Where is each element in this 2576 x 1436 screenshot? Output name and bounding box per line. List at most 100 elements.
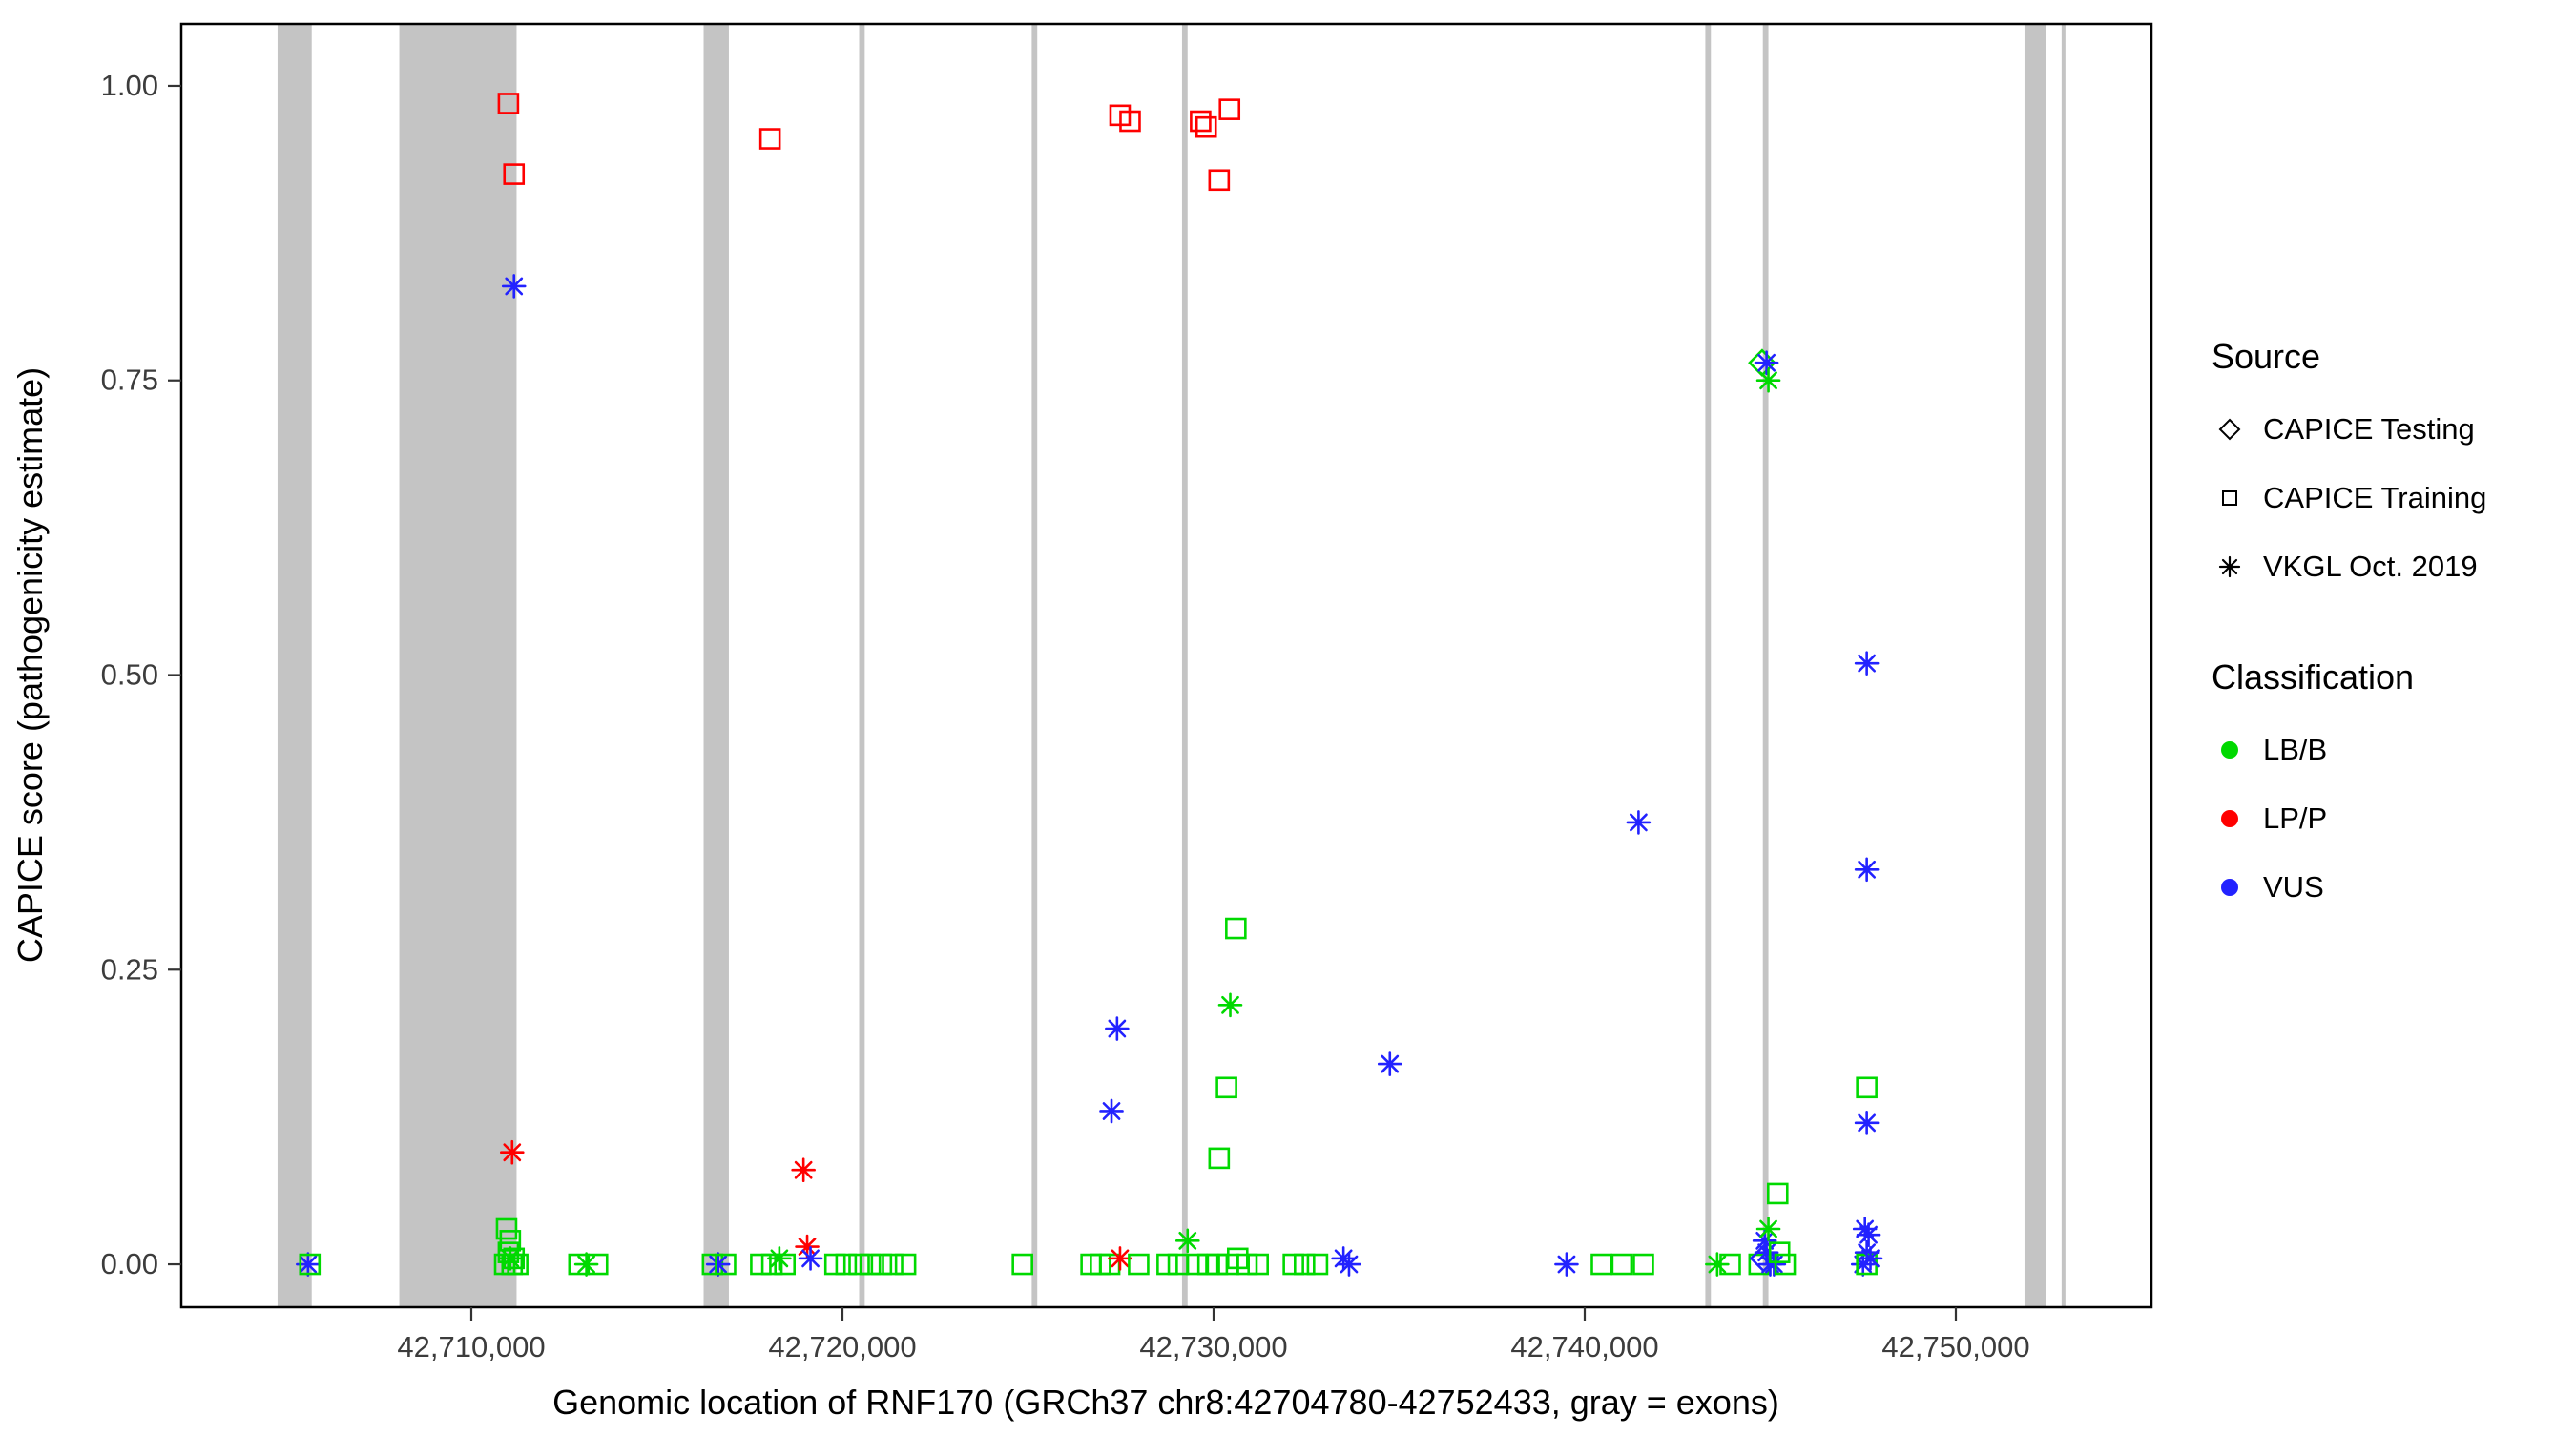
legend-classification-title: Classification: [2212, 657, 2415, 697]
data-point: [495, 1217, 518, 1240]
data-point: [1854, 651, 1880, 676]
data-point: [1174, 1228, 1200, 1254]
legend-item-label: LB/B: [2263, 733, 2328, 766]
data-point: [870, 1253, 893, 1276]
data-point: [798, 1246, 823, 1271]
data-point: [1590, 1253, 1612, 1276]
exon-bar: [1031, 24, 1038, 1307]
data-point: [1294, 1253, 1316, 1276]
data-point: [1626, 810, 1652, 835]
data-point: [296, 1252, 321, 1277]
data-point: [1156, 1253, 1178, 1276]
data-point: [1282, 1253, 1304, 1276]
x-axis: 42,710,000 42,720,000 42,730,000 42,740,000…: [397, 1307, 2030, 1363]
data-point: [1610, 1253, 1633, 1276]
data-point: [1306, 1253, 1329, 1276]
y-tick-label: 1.00: [101, 69, 158, 102]
data-point: [750, 1253, 772, 1276]
data-point: [299, 1253, 322, 1276]
data-point: [1011, 1253, 1033, 1276]
data-point: [1856, 1076, 1878, 1099]
data-point: [795, 1234, 820, 1259]
data-point: [1208, 169, 1231, 192]
data-point: [1766, 1182, 1789, 1205]
x-tick-label: 42,750,000: [1881, 1330, 2029, 1363]
data-point: [497, 93, 520, 114]
y-axis-title: CAPICE score (pathogenicity estimate): [10, 367, 50, 963]
data-point: [1774, 1253, 1797, 1276]
y-axis: 0.00 0.25 0.50 0.75 1.00: [101, 69, 181, 1280]
legend-item-label: CAPICE Testing: [2263, 412, 2475, 446]
y-tick-label: 0.00: [101, 1247, 158, 1280]
data-point: [882, 1253, 904, 1276]
lpp-dot-icon: [2221, 810, 2238, 827]
data-point: [1377, 1051, 1402, 1076]
y-tick-label: 0.50: [101, 658, 158, 692]
data-point: [1768, 1241, 1791, 1263]
exon-layer: [277, 24, 2066, 1307]
x-tick-label: 42,720,000: [768, 1330, 916, 1363]
data-point: [1128, 1253, 1150, 1276]
data-point: [1217, 992, 1243, 1018]
data-point: [1858, 1246, 1883, 1271]
data-point: [1755, 1217, 1781, 1241]
data-point: [507, 1253, 529, 1276]
data-point: [573, 1252, 599, 1277]
data-point: [1761, 1252, 1787, 1277]
data-point: [859, 1253, 882, 1276]
data-point: [1247, 1253, 1269, 1276]
data-point: [1719, 1253, 1741, 1276]
data-point: [1754, 1239, 1779, 1265]
data-point: [894, 1253, 917, 1276]
data-point: [1337, 1252, 1361, 1277]
data-point: [1206, 1253, 1229, 1276]
data-point: [1854, 1111, 1880, 1135]
legend-item-label: VKGL Oct. 2019: [2263, 550, 2478, 583]
data-point: [1852, 1217, 1878, 1241]
data-point: [1105, 1016, 1130, 1041]
data-point: [1215, 1076, 1237, 1099]
legend: Source CAPICE Testing CAPICE Training VK…: [2212, 336, 2486, 922]
data-point: [1225, 917, 1247, 940]
data-point: [501, 274, 527, 299]
data-point: [503, 163, 526, 185]
data-point: [1554, 1252, 1579, 1277]
data-point: [1108, 1246, 1132, 1271]
data-point: [791, 1157, 816, 1183]
points-layer: [296, 93, 1883, 1277]
square-icon: [2222, 490, 2237, 506]
data-point: [1190, 110, 1212, 133]
data-point: [1208, 1147, 1231, 1170]
data-point: [1632, 1253, 1654, 1276]
exon-bar: [2061, 24, 2066, 1307]
legend-item-lbb: LB/B: [2212, 716, 2486, 784]
data-point: [848, 1253, 870, 1276]
data-point: [1186, 1253, 1208, 1276]
data-point: [1705, 1252, 1730, 1277]
data-point: [499, 1139, 525, 1165]
data-point: [760, 1253, 783, 1276]
y-tick-label: 0.25: [101, 952, 158, 986]
lbb-dot-icon: [2221, 741, 2238, 759]
data-point: [705, 1252, 731, 1277]
exon-bar: [1705, 24, 1712, 1307]
data-point: [503, 1247, 526, 1270]
data-point: [823, 1253, 846, 1276]
x-tick-label: 42,740,000: [1510, 1330, 1658, 1363]
data-point: [1119, 110, 1141, 133]
panel-border: [179, 22, 2153, 1309]
legend-item-vus: VUS: [2212, 853, 2486, 922]
data-point: [1856, 1222, 1881, 1247]
x-tick-label: 42,730,000: [1139, 1330, 1287, 1363]
data-point: [1755, 367, 1781, 393]
exon-bar: [2024, 24, 2046, 1307]
x-axis-title: Genomic location of RNF170 (GRCh37 chr8:…: [552, 1383, 1779, 1422]
y-tick-label: 0.75: [101, 364, 158, 397]
data-point: [1099, 1098, 1124, 1124]
data-point: [1236, 1253, 1258, 1276]
legend-item-label: VUS: [2263, 870, 2324, 904]
data-point: [1854, 1239, 1880, 1265]
data-point: [586, 1253, 609, 1276]
data-point: [1754, 350, 1779, 376]
